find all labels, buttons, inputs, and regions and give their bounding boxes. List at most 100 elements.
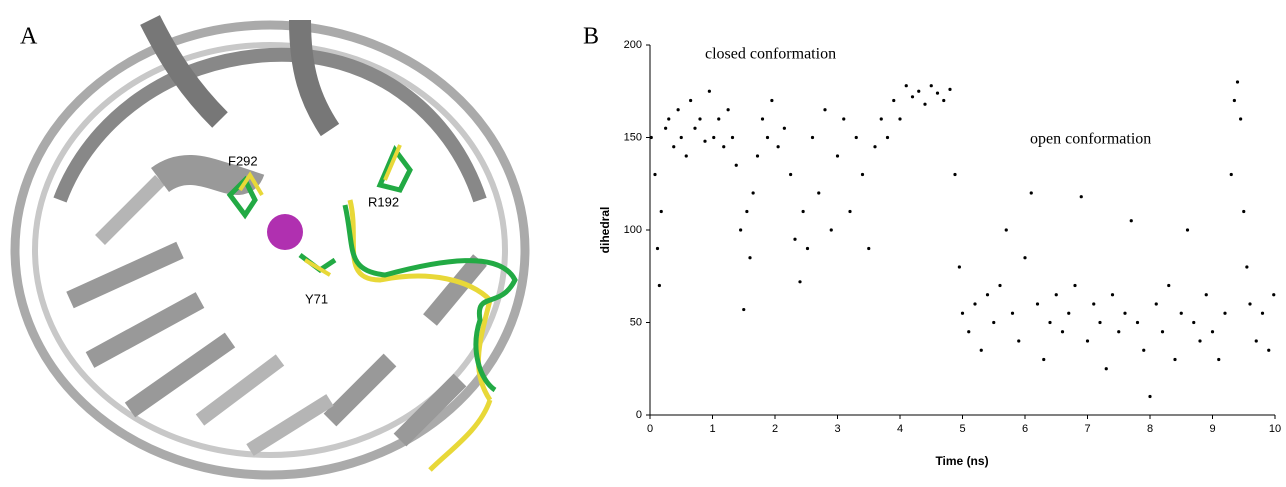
point [935, 91, 940, 95]
point [730, 135, 735, 140]
y-tick-label: 50 [630, 316, 642, 328]
point [664, 126, 668, 130]
point [722, 145, 726, 149]
point [1235, 80, 1240, 84]
point [745, 209, 749, 214]
point [698, 117, 702, 121]
ribbon [32, 42, 508, 458]
point [1073, 283, 1077, 288]
point [1185, 228, 1190, 232]
x-tick-label: 10 [1269, 423, 1281, 435]
loop-green [342, 204, 518, 393]
point [817, 191, 821, 195]
panel-label: A [20, 24, 38, 50]
point [676, 108, 680, 112]
x-axis-label: Time (ns) [935, 454, 988, 468]
point [917, 89, 921, 93]
point [904, 84, 908, 88]
point [1067, 311, 1071, 315]
point [929, 84, 933, 88]
point [953, 172, 957, 177]
point [985, 293, 990, 297]
point [712, 135, 716, 140]
x-tick-label: 8 [1147, 423, 1153, 435]
point [1060, 330, 1065, 334]
residue-label: Y71 [305, 291, 328, 306]
point [748, 256, 752, 260]
sheet [95, 175, 334, 456]
loop-yellow [428, 399, 493, 472]
point [655, 246, 660, 251]
point [770, 98, 774, 103]
y-tick-label: 0 [636, 409, 642, 421]
point [760, 117, 765, 121]
point [948, 87, 952, 91]
point [898, 117, 902, 121]
residue-label: R192 [368, 194, 399, 209]
point [1048, 320, 1052, 325]
point [973, 302, 977, 306]
point [879, 117, 883, 121]
helix [140, 15, 340, 137]
point [835, 154, 840, 158]
point [873, 145, 877, 149]
point [1192, 320, 1196, 325]
point [1135, 320, 1140, 325]
point [1173, 357, 1177, 362]
point [860, 172, 865, 177]
point [667, 117, 671, 121]
y-tick-label: 100 [624, 224, 642, 236]
point [1245, 265, 1249, 269]
point [823, 108, 827, 112]
point [848, 209, 852, 214]
point [742, 307, 746, 312]
point [755, 154, 760, 158]
point [734, 163, 738, 167]
point [782, 126, 786, 130]
point [1035, 302, 1040, 306]
point [1098, 320, 1102, 325]
point [1232, 98, 1236, 103]
point [703, 139, 707, 143]
point [1129, 219, 1133, 223]
point [1210, 330, 1215, 334]
point [829, 228, 833, 232]
x-tick-label: 9 [1209, 423, 1215, 435]
point [657, 283, 661, 288]
point [693, 126, 697, 130]
point [789, 172, 793, 177]
point [1079, 195, 1083, 199]
point [1017, 339, 1021, 343]
point [1272, 293, 1276, 297]
point [717, 117, 721, 121]
point [1248, 302, 1252, 306]
point [1242, 209, 1246, 214]
point [801, 209, 805, 214]
point [1042, 357, 1046, 362]
point [960, 311, 965, 315]
point [854, 135, 858, 140]
point [1239, 117, 1243, 121]
point [805, 246, 810, 251]
point [1110, 293, 1115, 297]
x-tick-label: 3 [834, 423, 840, 435]
panel-label: B [583, 24, 599, 50]
helix [53, 47, 487, 203]
y-tick-label: 200 [624, 39, 642, 51]
point [1092, 302, 1096, 306]
point [1142, 348, 1146, 352]
point [1023, 256, 1027, 260]
point [776, 145, 780, 149]
x-tick-label: 2 [772, 423, 778, 435]
x-tick-label: 4 [897, 423, 903, 435]
point [892, 98, 896, 103]
x-tick-label: 7 [1084, 423, 1090, 435]
point [1260, 311, 1265, 315]
annotation: closed conformation [705, 46, 836, 63]
point [659, 209, 663, 214]
point [1085, 339, 1090, 343]
point [689, 98, 693, 103]
point [672, 145, 676, 149]
x-tick-label: 6 [1022, 423, 1028, 435]
point [885, 135, 890, 140]
